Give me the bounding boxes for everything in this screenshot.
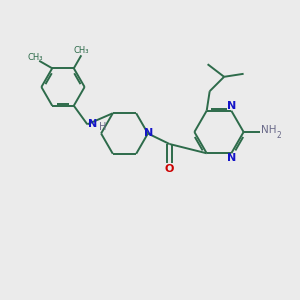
Text: NH: NH: [261, 124, 276, 135]
Text: CH₃: CH₃: [74, 46, 89, 55]
Text: CH₃: CH₃: [28, 53, 44, 62]
Text: N: N: [227, 101, 236, 111]
Text: H: H: [99, 122, 106, 132]
Text: N: N: [88, 119, 97, 129]
Text: 2: 2: [276, 131, 281, 140]
Text: O: O: [165, 164, 174, 174]
Text: N: N: [227, 153, 236, 163]
Text: N: N: [144, 128, 153, 139]
